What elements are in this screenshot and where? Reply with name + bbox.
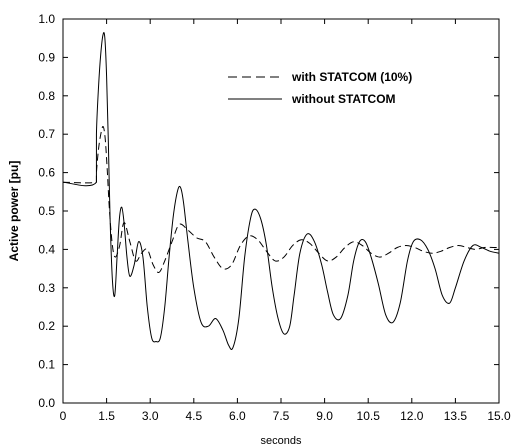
legend: with STATCOM (10%) without STATCOM <box>228 70 412 106</box>
y-tick-label: 0.7 <box>38 127 55 141</box>
series-layer <box>62 32 500 350</box>
y-tick-label: 0.6 <box>38 166 55 180</box>
x-tick-label: 9.0 <box>316 409 333 423</box>
y-axis-label: Active power [pu] <box>7 161 21 262</box>
x-tick-label: 13.5 <box>444 409 468 423</box>
y-tick-label: 0.1 <box>38 358 55 372</box>
x-tick-label: 4.5 <box>185 409 202 423</box>
y-tick-label: 0.3 <box>38 281 55 295</box>
y-tick-label: 0.9 <box>38 50 55 64</box>
x-axis-label: seconds <box>261 435 302 447</box>
ticks-layer: 0 1.5 3.0 4.5 6.0 7.5 9.0 10.5 12.0 13.5 15.0 0.0 0.… <box>38 12 511 423</box>
y-tick-label: 0.2 <box>38 319 55 333</box>
x-tick-label: 1.5 <box>98 409 115 423</box>
y-tick-label: 0.8 <box>38 89 55 103</box>
y-tick-label: 0.4 <box>38 242 55 256</box>
x-tick-label: 15.0 <box>487 409 511 423</box>
x-tick-label: 12.0 <box>400 409 424 423</box>
x-tick-label: 0 <box>60 409 67 423</box>
legend-entry-label: without STATCOM <box>291 92 396 106</box>
y-tick-label: 0.5 <box>38 204 55 218</box>
x-tick-label: 10.5 <box>357 409 381 423</box>
x-tick-label: 3.0 <box>142 409 159 423</box>
x-tick-label: 7.5 <box>273 409 290 423</box>
x-tick-label: 6.0 <box>229 409 246 423</box>
y-tick-label: 1.0 <box>38 12 55 26</box>
y-tick-label: 0.0 <box>38 396 55 410</box>
series-line-without-statcom <box>62 32 500 350</box>
legend-entry-label: with STATCOM (10%) <box>291 70 412 84</box>
